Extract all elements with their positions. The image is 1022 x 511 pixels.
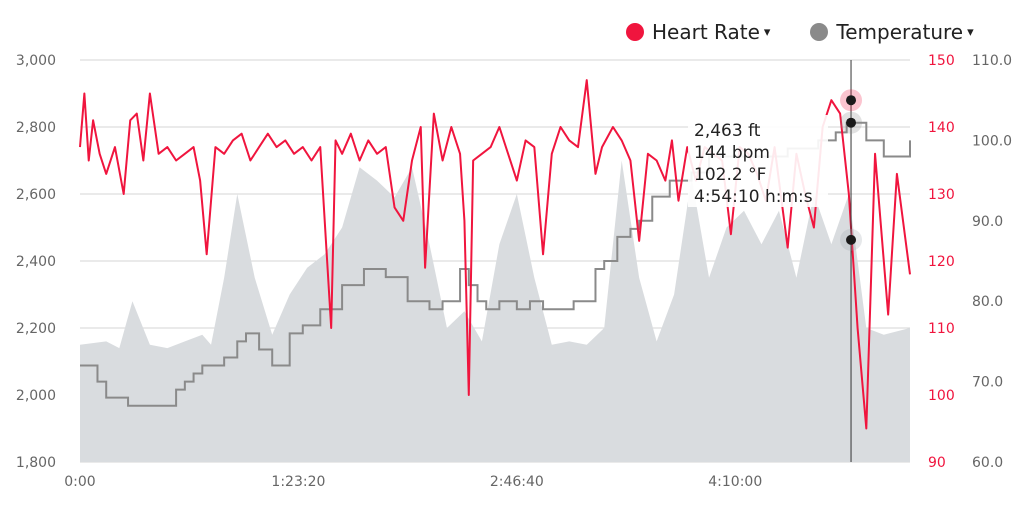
time-tick-label: 4:10:00 <box>708 474 762 490</box>
elevation-tick-label: 2,000 <box>16 388 56 404</box>
tooltip-background <box>688 115 828 207</box>
temperature-tick-label: 80.0 <box>972 294 1003 310</box>
elevation-area-layer <box>80 160 910 462</box>
tooltip-elevation: 2,463 ft <box>694 121 761 141</box>
heart-rate-axis-ticks: 90 100 110 120 130 140 150 <box>928 53 955 471</box>
caret-down-icon: ▾ <box>967 24 974 40</box>
temperature-tick-label: 70.0 <box>972 375 1003 391</box>
heart-rate-swatch-icon <box>626 23 644 41</box>
time-tick-label: 2:46:40 <box>490 474 544 490</box>
elevation-tick-label: 3,000 <box>16 53 56 69</box>
chart-legend: Heart Rate ▾ Temperature ▾ <box>626 20 974 44</box>
temperature-tick-label: 60.0 <box>972 455 1003 471</box>
time-tick-label: 0:00 <box>64 474 95 490</box>
elevation-tick-label: 2,200 <box>16 321 56 337</box>
heart-rate-tick-label: 120 <box>928 254 955 270</box>
tooltip-heart-rate: 144 bpm <box>694 143 770 163</box>
elevation-tick-label: 1,800 <box>16 455 56 471</box>
temperature-swatch-icon <box>810 23 829 41</box>
hover-cursor <box>840 60 863 462</box>
elevation-marker <box>846 234 857 245</box>
legend-heart-rate-label: Heart Rate <box>652 20 760 44</box>
legend-temperature-label: Temperature <box>836 20 964 44</box>
heart-rate-tick-label: 140 <box>928 120 955 136</box>
temperature-tick-label: 100.0 <box>972 133 1012 149</box>
heart-rate-tick-label: 150 <box>928 53 955 69</box>
heart-rate-tick-label: 100 <box>928 388 955 404</box>
elevation-area <box>80 160 910 462</box>
temperature-marker <box>846 117 857 128</box>
time-tick-label: 1:23:20 <box>271 474 325 490</box>
elevation-tick-label: 2,800 <box>16 120 56 136</box>
tooltip-temperature: 102.2 °F <box>694 165 766 185</box>
legend-heart-rate[interactable]: Heart Rate ▾ <box>626 20 770 44</box>
heart-rate-tick-label: 90 <box>928 455 946 471</box>
heart-rate-tick-label: 130 <box>928 187 955 203</box>
temperature-tick-label: 110.0 <box>972 53 1012 69</box>
elevation-tick-label: 2,600 <box>16 187 56 203</box>
caret-down-icon: ▾ <box>763 24 771 40</box>
temperature-axis-ticks: 60.0 70.0 80.0 90.0 100.0 110.0 <box>972 53 1012 471</box>
temperature-tick-label: 90.0 <box>972 214 1003 230</box>
legend-temperature[interactable]: Temperature ▾ <box>810 20 974 44</box>
tooltip-time: 4:54:10 h:m:s <box>694 187 813 207</box>
elevation-axis-ticks: 1,800 2,000 2,200 2,400 2,600 2,800 3,000 <box>16 53 56 471</box>
hover-tooltip: 2,463 ft 144 bpm 102.2 °F 4:54:10 h:m:s <box>688 115 828 207</box>
elevation-tick-label: 2,400 <box>16 254 56 270</box>
heart-rate-tick-label: 110 <box>928 321 955 337</box>
heart-rate-marker <box>846 95 857 106</box>
time-axis-ticks: 0:00 1:23:20 2:46:40 4:10:00 <box>64 474 762 490</box>
